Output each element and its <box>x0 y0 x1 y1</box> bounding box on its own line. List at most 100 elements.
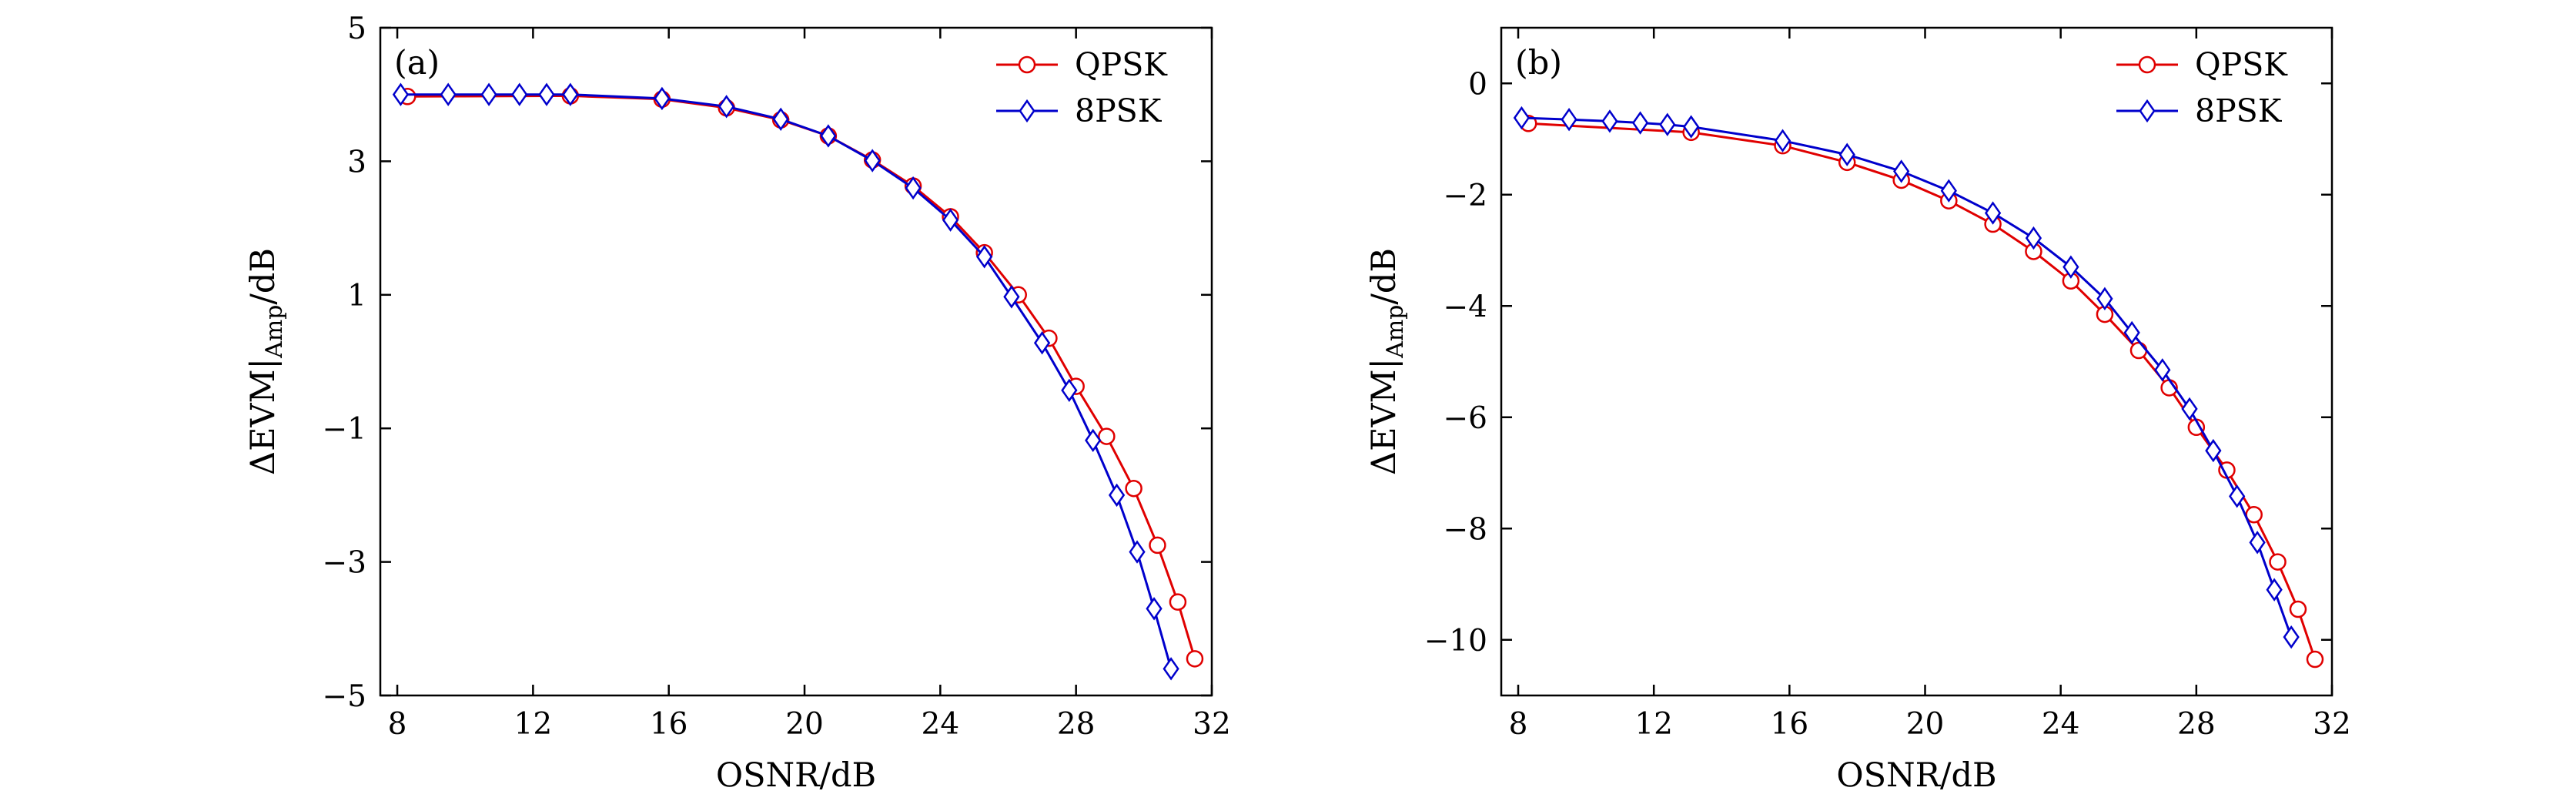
legend-marker-qpsk <box>2138 55 2156 74</box>
data-point-8psk <box>2062 255 2079 279</box>
x-tick-label: 32 <box>1193 707 1231 742</box>
y-axis-label-base: ΔEVM| <box>244 358 283 475</box>
legend-label-8psk: 8PSK <box>1075 92 1163 129</box>
y-tick-label: −3 <box>323 546 367 581</box>
data-point-8psk <box>2123 320 2140 345</box>
x-tick-label: 8 <box>388 707 407 742</box>
x-tick-label: 16 <box>650 707 688 742</box>
data-point-8psk <box>511 82 528 106</box>
data-point-qpsk <box>1186 650 1204 668</box>
y-axis-label-subscript: Amp <box>261 305 288 359</box>
y-axis-label-base: ΔEVM| <box>1365 358 1403 475</box>
y-tick-label: −8 <box>1444 512 1488 547</box>
data-point-qpsk <box>1098 427 1116 445</box>
x-tick-label: 16 <box>1771 707 1809 742</box>
data-point-8psk <box>2181 397 2198 421</box>
x-tick-label: 32 <box>2313 707 2351 742</box>
x-tick-label: 12 <box>1634 707 1673 742</box>
data-point-8psk <box>1683 115 1700 139</box>
data-point-8psk <box>1146 597 1163 621</box>
y-tick-label: 3 <box>347 145 366 179</box>
chart-panel-b: 8 12 16 20 24 28 32 0 −2 −4 −6 −8 −10 OSNR/dB ΔEVM|Amp… <box>1365 26 2351 795</box>
data-point-8psk <box>1774 129 1791 152</box>
data-point-8psk <box>1893 159 1910 183</box>
legend-marker-8psk <box>1019 99 1035 123</box>
legend-label-8psk: 8PSK <box>2195 92 2283 129</box>
data-point-8psk <box>1033 331 1051 355</box>
y-tick-label: 1 <box>347 279 366 313</box>
data-point-8psk <box>942 208 959 232</box>
data-point-8psk <box>1085 428 1102 452</box>
data-point-8psk <box>2154 358 2171 382</box>
y-tick-label: −2 <box>1444 179 1488 213</box>
data-point-8psk <box>1108 483 1126 508</box>
x-tick-label: 20 <box>1906 707 1945 742</box>
data-point-qpsk <box>1169 593 1187 611</box>
legend-label-qpsk: QPSK <box>1075 46 1168 83</box>
y-tick-label: −10 <box>1424 624 1487 659</box>
legend: QPSK 8PSK <box>996 46 1168 129</box>
x-tick-label: 12 <box>514 707 553 742</box>
data-point-qpsk <box>1149 536 1166 555</box>
data-point-8psk <box>562 82 579 106</box>
y-tick-label: −5 <box>323 679 367 714</box>
y-tick-label: −4 <box>1444 290 1488 324</box>
data-point-8psk <box>1631 111 1649 135</box>
y-tick-label: 0 <box>1468 67 1487 102</box>
data-point-qpsk <box>2269 553 2287 571</box>
data-point-8psk <box>1561 108 1577 132</box>
x-axis-label: OSNR/dB <box>716 756 876 795</box>
data-point-8psk <box>1003 285 1020 309</box>
series-line-qpsk <box>407 94 1196 659</box>
data-point-8psk <box>905 176 922 200</box>
data-point-8psk <box>1984 201 2002 225</box>
data-point-qpsk <box>2129 341 2148 360</box>
data-point-8psk <box>1838 142 1855 166</box>
series-qpsk <box>1519 115 2324 669</box>
chart-panel-a: 8 12 16 20 24 28 32 5 3 1 −1 −3 −5 OSNR/dB ΔEVM|Amp/dB… <box>244 12 1231 795</box>
x-axis-label: OSNR/dB <box>1836 756 1996 795</box>
data-point-8psk <box>440 82 457 106</box>
x-tick-label: 28 <box>1057 707 1096 742</box>
y-tick-label: −6 <box>1444 401 1488 436</box>
data-point-qpsk <box>2289 600 2307 618</box>
x-tick-label: 24 <box>922 707 960 742</box>
data-point-8psk <box>654 86 671 111</box>
x-tick-label: 24 <box>2042 707 2080 742</box>
data-point-8psk <box>2283 625 2300 649</box>
data-point-8psk <box>2229 484 2246 508</box>
data-point-8psk <box>1163 657 1179 681</box>
data-point-8psk <box>864 149 881 173</box>
x-tick-label: 20 <box>785 707 824 742</box>
data-point-8psk <box>1129 540 1146 564</box>
y-axis-label-suffix: /dB <box>244 248 283 305</box>
y-axis-label-subscript: Amp <box>1382 305 1409 359</box>
data-point-8psk <box>772 107 789 131</box>
data-point-8psk <box>1513 106 1531 130</box>
series-qpsk <box>399 87 1204 668</box>
data-point-8psk <box>1601 109 1618 133</box>
panel-label: (a) <box>394 44 440 82</box>
plot-frame <box>379 26 1213 697</box>
data-point-8psk <box>2266 578 2283 602</box>
series-8psk <box>1513 106 2300 649</box>
data-point-8psk <box>1940 179 1957 203</box>
data-point-8psk <box>480 82 497 106</box>
legend: QPSK 8PSK <box>2116 46 2288 129</box>
y-axis-label-suffix: /dB <box>1365 248 1403 305</box>
data-point-qpsk <box>2306 650 2324 669</box>
panel-label: (b) <box>1515 44 1562 82</box>
data-point-8psk <box>718 95 735 119</box>
data-point-8psk <box>2096 287 2113 311</box>
data-point-8psk <box>1659 112 1676 136</box>
data-point-8psk <box>820 124 837 148</box>
legend-marker-qpsk <box>1018 55 1036 74</box>
x-tick-label: 8 <box>1509 707 1528 742</box>
data-point-8psk <box>976 245 993 269</box>
data-point-8psk <box>1061 378 1078 402</box>
series-line-qpsk <box>1528 122 2317 660</box>
plot-frame <box>1500 26 2333 697</box>
data-point-8psk <box>2249 531 2266 555</box>
legend-label-qpsk: QPSK <box>2195 46 2288 83</box>
y-tick-label: −1 <box>323 412 367 447</box>
